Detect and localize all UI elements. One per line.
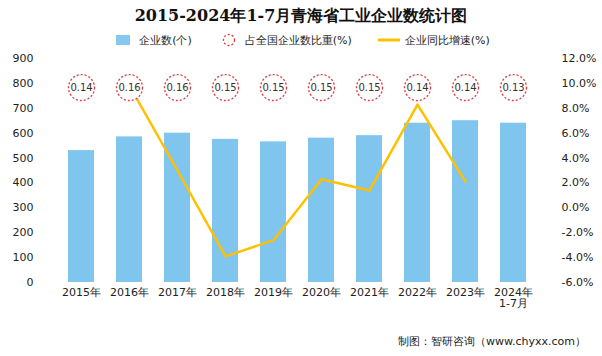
html-text:占全国企业数比重(%): 占全国企业数比重(%)	[244, 33, 352, 47]
svg-text:500: 500	[13, 152, 34, 165]
svg-text:200: 200	[13, 226, 34, 239]
svg-text:2019年: 2019年	[254, 286, 293, 299]
html-text:企业数(个): 企业数(个)	[139, 33, 192, 47]
svg-text:4.0%: 4.0%	[562, 152, 590, 165]
svg-text:-2.0%: -2.0%	[562, 226, 594, 239]
svg-text:0: 0	[27, 276, 34, 289]
svg-text:800: 800	[13, 77, 34, 90]
svg-text:0.15: 0.15	[310, 82, 332, 93]
svg-text:0.0%: 0.0%	[562, 201, 590, 214]
html-text:2015-2024年1-7月青海省工业企业数统计图: 2015-2024年1-7月青海省工业企业数统计图	[134, 6, 468, 25]
svg-text:0.15: 0.15	[358, 82, 380, 93]
svg-text:2021年: 2021年	[350, 286, 389, 299]
svg-text:900: 900	[13, 52, 34, 65]
svg-text:2023年: 2023年	[446, 286, 485, 299]
svg-text:300: 300	[13, 201, 34, 214]
svg-text:0.14: 0.14	[454, 82, 476, 93]
html-text:企业同比增速(%): 企业同比增速(%)	[404, 33, 490, 47]
svg-text:400: 400	[13, 176, 34, 189]
svg-text:2016年: 2016年	[110, 286, 149, 299]
svg-text:8.0%: 8.0%	[562, 102, 590, 115]
svg-text:2020年: 2020年	[302, 286, 341, 299]
svg-text:-4.0%: -4.0%	[562, 251, 594, 264]
svg-text:0.14: 0.14	[406, 82, 428, 93]
svg-text:2015年: 2015年	[62, 286, 101, 299]
svg-text:100: 100	[13, 251, 34, 264]
svg-text:600: 600	[13, 127, 34, 140]
svg-text:0.15: 0.15	[262, 82, 284, 93]
svg-text:2.0%: 2.0%	[562, 176, 590, 189]
svg-text:700: 700	[13, 102, 34, 115]
svg-text:0.13: 0.13	[502, 82, 524, 93]
svg-text:0.15: 0.15	[214, 82, 236, 93]
svg-text:0.16: 0.16	[118, 82, 140, 93]
svg-text:2018年: 2018年	[206, 286, 245, 299]
svg-text:6.0%: 6.0%	[562, 127, 590, 140]
svg-text:-6.0%: -6.0%	[562, 276, 594, 289]
svg-text:0.16: 0.16	[166, 82, 188, 93]
svg-text:0.14: 0.14	[70, 82, 92, 93]
html-text:制图：智研咨询（www.chyxx.com）: 制图：智研咨询（www.chyxx.com）	[398, 335, 586, 348]
svg-text:2022年: 2022年	[398, 286, 437, 299]
svg-text:10.0%: 10.0%	[562, 77, 597, 90]
svg-text:2017年: 2017年	[158, 286, 197, 299]
svg-text:2024年1-7月: 2024年1-7月	[494, 286, 533, 310]
svg-text:12.0%: 12.0%	[562, 52, 597, 65]
